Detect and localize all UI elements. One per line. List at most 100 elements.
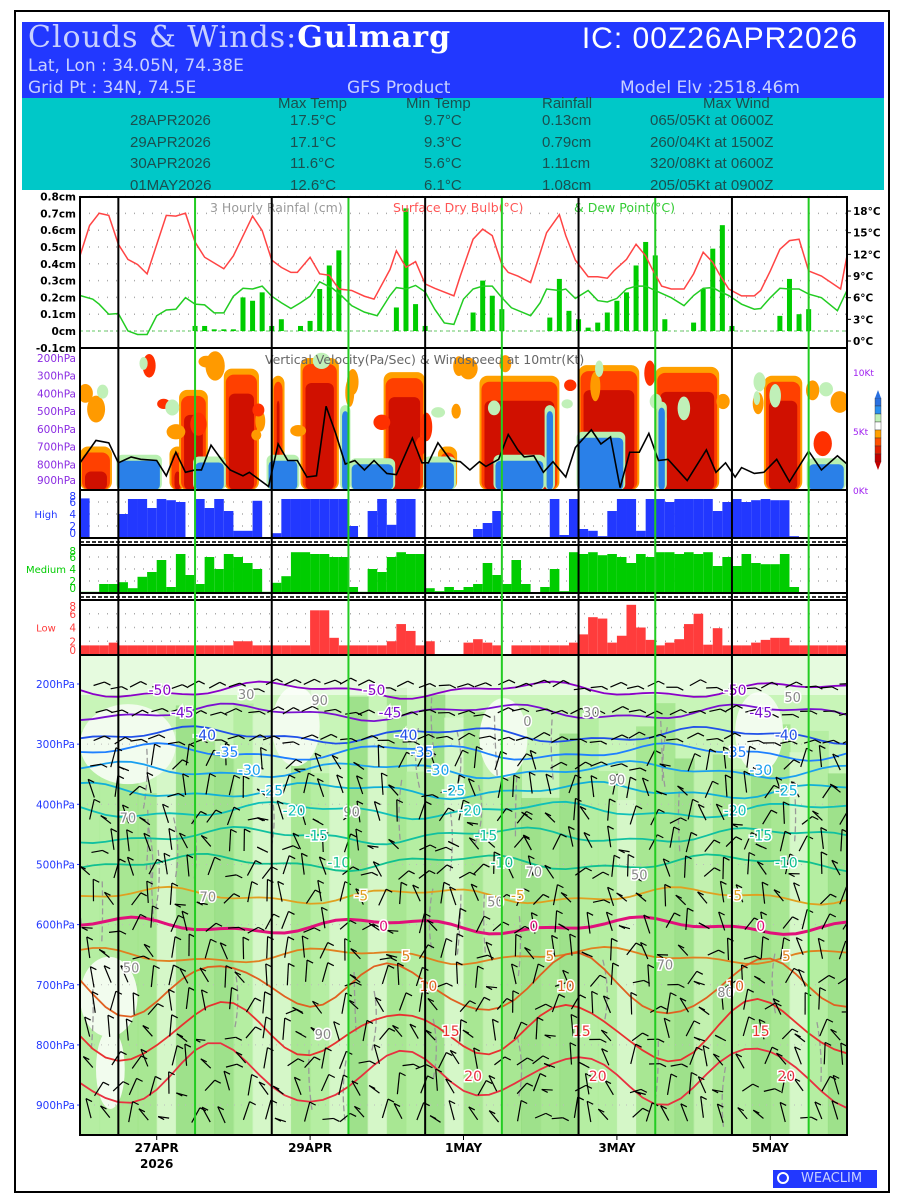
wind-barb [820, 827, 824, 850]
wind-barb [200, 1058, 212, 1069]
upward-motion-patch [716, 393, 730, 410]
rh-label: 70 [657, 959, 674, 974]
wind-barb [142, 1025, 153, 1037]
summary-rain-cell: 1.11cm [542, 155, 591, 172]
rain-bar [710, 248, 716, 331]
wind-barb [761, 882, 766, 904]
colorbar-arrow-down [875, 462, 881, 470]
wind-barb [475, 966, 479, 988]
wind-barb-flag [700, 1095, 707, 1100]
wind-barb-flag [524, 947, 531, 952]
wind-barb [319, 942, 329, 959]
wind-barb [626, 777, 631, 799]
wind-barb [728, 686, 740, 690]
wind-barb-flag [692, 798, 699, 803]
humidity-band [770, 724, 791, 1135]
summary-min-cell: 9.3°C [424, 133, 462, 151]
wind-barb [225, 1063, 238, 1068]
wind-barb [610, 938, 613, 961]
wind-barb-flag [853, 1012, 859, 1015]
wind-barb-flag [223, 1070, 231, 1075]
wind-barb-flag [355, 828, 363, 833]
col-header-max-temp: Max Temp [278, 95, 347, 112]
wind-barb [626, 942, 637, 956]
rain-bar [278, 319, 284, 331]
isotherm-label: -5 [511, 889, 525, 905]
low-cloud-bar [300, 645, 311, 655]
rh-contour [483, 892, 487, 953]
wind-barb [764, 1046, 773, 1065]
wind-barb-flag [771, 681, 779, 686]
wind-barb-flag [526, 810, 533, 816]
copyright-icon [777, 1172, 789, 1184]
medium-cloud-bar [693, 554, 704, 593]
dry-area [271, 686, 320, 767]
wind-barb-flag [639, 767, 647, 772]
wind-barb [528, 772, 533, 794]
wind-barb-flag [523, 887, 530, 892]
wind-barb-flag [143, 943, 151, 948]
wind-barb [477, 1080, 487, 1096]
wind-barb-flag [635, 805, 643, 810]
wind-barb-flag [545, 1003, 553, 1008]
wind-barb [285, 759, 297, 770]
rh-contour [172, 817, 179, 878]
colorbar-swatch [874, 429, 882, 439]
wind-barb-flag [292, 832, 300, 837]
rh-label: 50 [784, 691, 801, 706]
high-cloud-bar [664, 502, 675, 538]
low-cloud-bar [233, 641, 243, 655]
wind-barb [562, 970, 571, 988]
wind-barb [685, 908, 689, 930]
wind-barb [785, 681, 797, 688]
low-cloud-bar [636, 627, 646, 655]
wind-barb [533, 679, 545, 685]
high-cloud-bar [386, 524, 397, 538]
cloud-axis-tick: 6 [69, 497, 76, 509]
humidity-band [310, 773, 331, 1135]
wind-barb [418, 990, 424, 1012]
wind-barb [797, 969, 806, 987]
wind-barb [764, 785, 775, 799]
wind-barb [186, 854, 190, 877]
wind-barb-flag [580, 707, 588, 712]
wind-barb-flag [140, 913, 147, 918]
wind-barb-flag [239, 682, 246, 687]
wind-barb-flag [561, 709, 569, 714]
wind-barb-flag [773, 784, 781, 789]
wind-barb [111, 709, 123, 714]
low-cloud-bar [118, 645, 128, 655]
wind-barb [604, 1080, 614, 1096]
wind-barb-flag [349, 1112, 357, 1118]
wind-barb-flag [522, 708, 530, 713]
wind-barb [89, 799, 95, 820]
wind-barb-flag [236, 1063, 244, 1068]
wind-barb-flag [560, 761, 568, 766]
rain-bar [623, 292, 629, 331]
medium-cloud-bar [578, 554, 589, 593]
wind-barb-flag [179, 967, 187, 972]
low-cloud-bar [175, 645, 186, 655]
medium-cloud-bar [463, 587, 474, 593]
wind-barb-flag [121, 686, 128, 691]
wind-barb [373, 801, 381, 821]
isotherm-label: -5 [354, 889, 368, 905]
summary-date-cell: 28APR2026 [130, 112, 211, 129]
wind-barb [126, 856, 135, 876]
rh-contour [398, 779, 403, 840]
wind-barb-flag [616, 892, 623, 897]
wind-barb-flag [176, 1033, 184, 1038]
wind-barb [339, 881, 346, 902]
high-cloud-bar [118, 514, 128, 538]
high-cloud-bar [405, 499, 416, 538]
dew-point-title: & Dew Point(°C) [574, 200, 675, 215]
wind-barb-flag [174, 903, 182, 908]
wind-barb-flag [445, 1078, 453, 1083]
wind-barb-flag [139, 816, 146, 821]
wind-barb [293, 1077, 302, 1096]
wind-barb-flag [110, 828, 118, 833]
wind-barb-flag [788, 873, 795, 878]
humidity-band [348, 696, 369, 1135]
wind-barb [107, 1015, 111, 1037]
rh-contour [149, 862, 155, 923]
